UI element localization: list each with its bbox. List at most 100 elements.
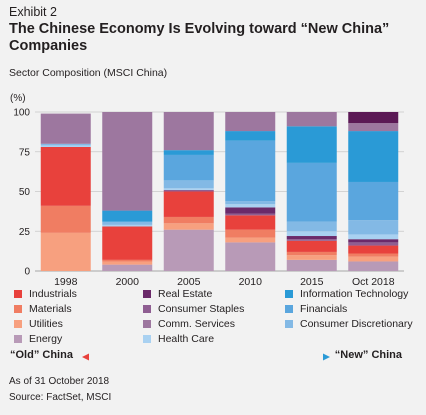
bar-segment: [163, 112, 214, 151]
gradient-arrow: [82, 353, 330, 361]
bar-segment: [163, 180, 214, 189]
bar-segment: [348, 181, 399, 221]
bar-segment: [286, 221, 337, 232]
x-tick-label: 2005: [177, 276, 201, 288]
bar-segment: [286, 126, 337, 163]
bar-segment: [163, 229, 214, 271]
legend-label: Financials: [300, 303, 348, 315]
footnote-date: As of 31 October 2018: [9, 376, 110, 387]
legend-item: Materials: [14, 303, 72, 315]
bar-segment: [40, 113, 91, 144]
bar-segment: [225, 201, 276, 205]
legend-label: Industrials: [29, 288, 77, 300]
bar-segment: [40, 205, 91, 233]
bar-segment: [102, 224, 153, 227]
bar-segment: [40, 145, 91, 147]
bar-segment: [348, 256, 399, 262]
bar-segment: [40, 146, 91, 206]
legend-swatch: [143, 290, 151, 298]
legend-label: Comm. Services: [158, 318, 236, 330]
legend-swatch: [285, 320, 293, 328]
legend-item: Energy: [14, 333, 62, 345]
x-tick-labels: 1998 2000 2005 2010 2015 Oct 2018: [54, 276, 395, 288]
legend-item: Consumer Discretionary: [285, 318, 413, 330]
legend-item: Comm. Services: [143, 318, 235, 330]
bar-segment: [286, 112, 337, 127]
bar-segment: [163, 189, 214, 192]
legend-swatch: [143, 320, 151, 328]
stacked-bar-chart: 0 25 50 75 100 (%) 1998 2000 2005 2010 2015 Oct 2…: [10, 93, 404, 288]
bar-segment: [163, 191, 214, 217]
legend-label: Energy: [29, 333, 63, 345]
bar-segment: [163, 216, 214, 224]
y-tick-label: 50: [19, 187, 31, 198]
legend-swatch: [14, 335, 22, 343]
bar-segment: [286, 251, 337, 256]
bar-segment: [102, 259, 153, 262]
bar-segment: [348, 234, 399, 240]
bar-segment: [286, 240, 337, 252]
legend-label: Information Technology: [300, 288, 409, 300]
bar-segment: [348, 220, 399, 235]
legend-label: Consumer Discretionary: [300, 318, 413, 330]
bar-segment: [348, 112, 399, 124]
legend-label: Utilities: [29, 318, 63, 330]
bar-segment: [225, 213, 276, 216]
bar-segment: [286, 162, 337, 222]
y-tick-label: 100: [13, 108, 30, 119]
legend-swatch: [143, 305, 151, 313]
bar-segment: [225, 215, 276, 230]
bar-segment: [102, 226, 153, 260]
bar-segment: [286, 231, 337, 237]
legend-label: Materials: [29, 303, 72, 315]
bar-segment: [286, 255, 337, 260]
legend-swatch: [285, 305, 293, 313]
bar-segment: [348, 261, 399, 271]
legend-label: Consumer Staples: [158, 303, 245, 315]
bar-segment: [225, 237, 276, 243]
bar-segment: [286, 259, 337, 271]
bar-segment: [102, 221, 153, 225]
legend-item: Information Technology: [285, 288, 408, 300]
bars: [40, 112, 399, 271]
x-tick-label: 2010: [239, 276, 263, 288]
bar-segment: [225, 140, 276, 202]
y-tick-label: 25: [19, 227, 31, 238]
x-tick-label: Oct 2018: [352, 276, 395, 288]
y-tick-label: 75: [19, 147, 31, 158]
legend-swatch: [14, 320, 22, 328]
bar-segment: [348, 131, 399, 182]
bar-segment: [225, 112, 276, 132]
bar-segment: [225, 242, 276, 271]
legend-label: Health Care: [158, 333, 215, 345]
footnote-source: Source: FactSet, MSCI: [9, 392, 112, 403]
bar-segment: [286, 239, 337, 241]
bar-segment: [225, 207, 276, 214]
bar-segment: [225, 229, 276, 238]
legend-item: Real Estate: [143, 288, 212, 300]
legend-label: Real Estate: [158, 288, 213, 300]
grid-lines: [35, 111, 404, 272]
legend-item: Financials: [285, 303, 347, 315]
bar-segment: [102, 112, 153, 211]
bar-segment: [348, 253, 399, 257]
old-china-label: “Old” China: [10, 349, 73, 361]
bar-segment: [102, 264, 153, 271]
legend-swatch: [143, 335, 151, 343]
bar-segment: [348, 239, 399, 243]
x-tick-label: 2015: [300, 276, 324, 288]
new-china-label: “New” China: [334, 349, 402, 361]
bar-segment: [348, 245, 399, 254]
bar-segment: [163, 154, 214, 181]
legend-item: Health Care: [143, 333, 214, 345]
bar-segment: [225, 131, 276, 141]
y-tick-label: 0: [24, 267, 30, 278]
bar-segment: [40, 232, 91, 271]
bar-segment: [40, 143, 91, 146]
bar-segment: [163, 188, 214, 190]
bar-segment: [163, 150, 214, 155]
legend-item: Utilities: [14, 318, 63, 330]
bar-segment: [348, 242, 399, 246]
legend-item: Consumer Staples: [143, 303, 244, 315]
x-tick-label: 2000: [116, 276, 140, 288]
